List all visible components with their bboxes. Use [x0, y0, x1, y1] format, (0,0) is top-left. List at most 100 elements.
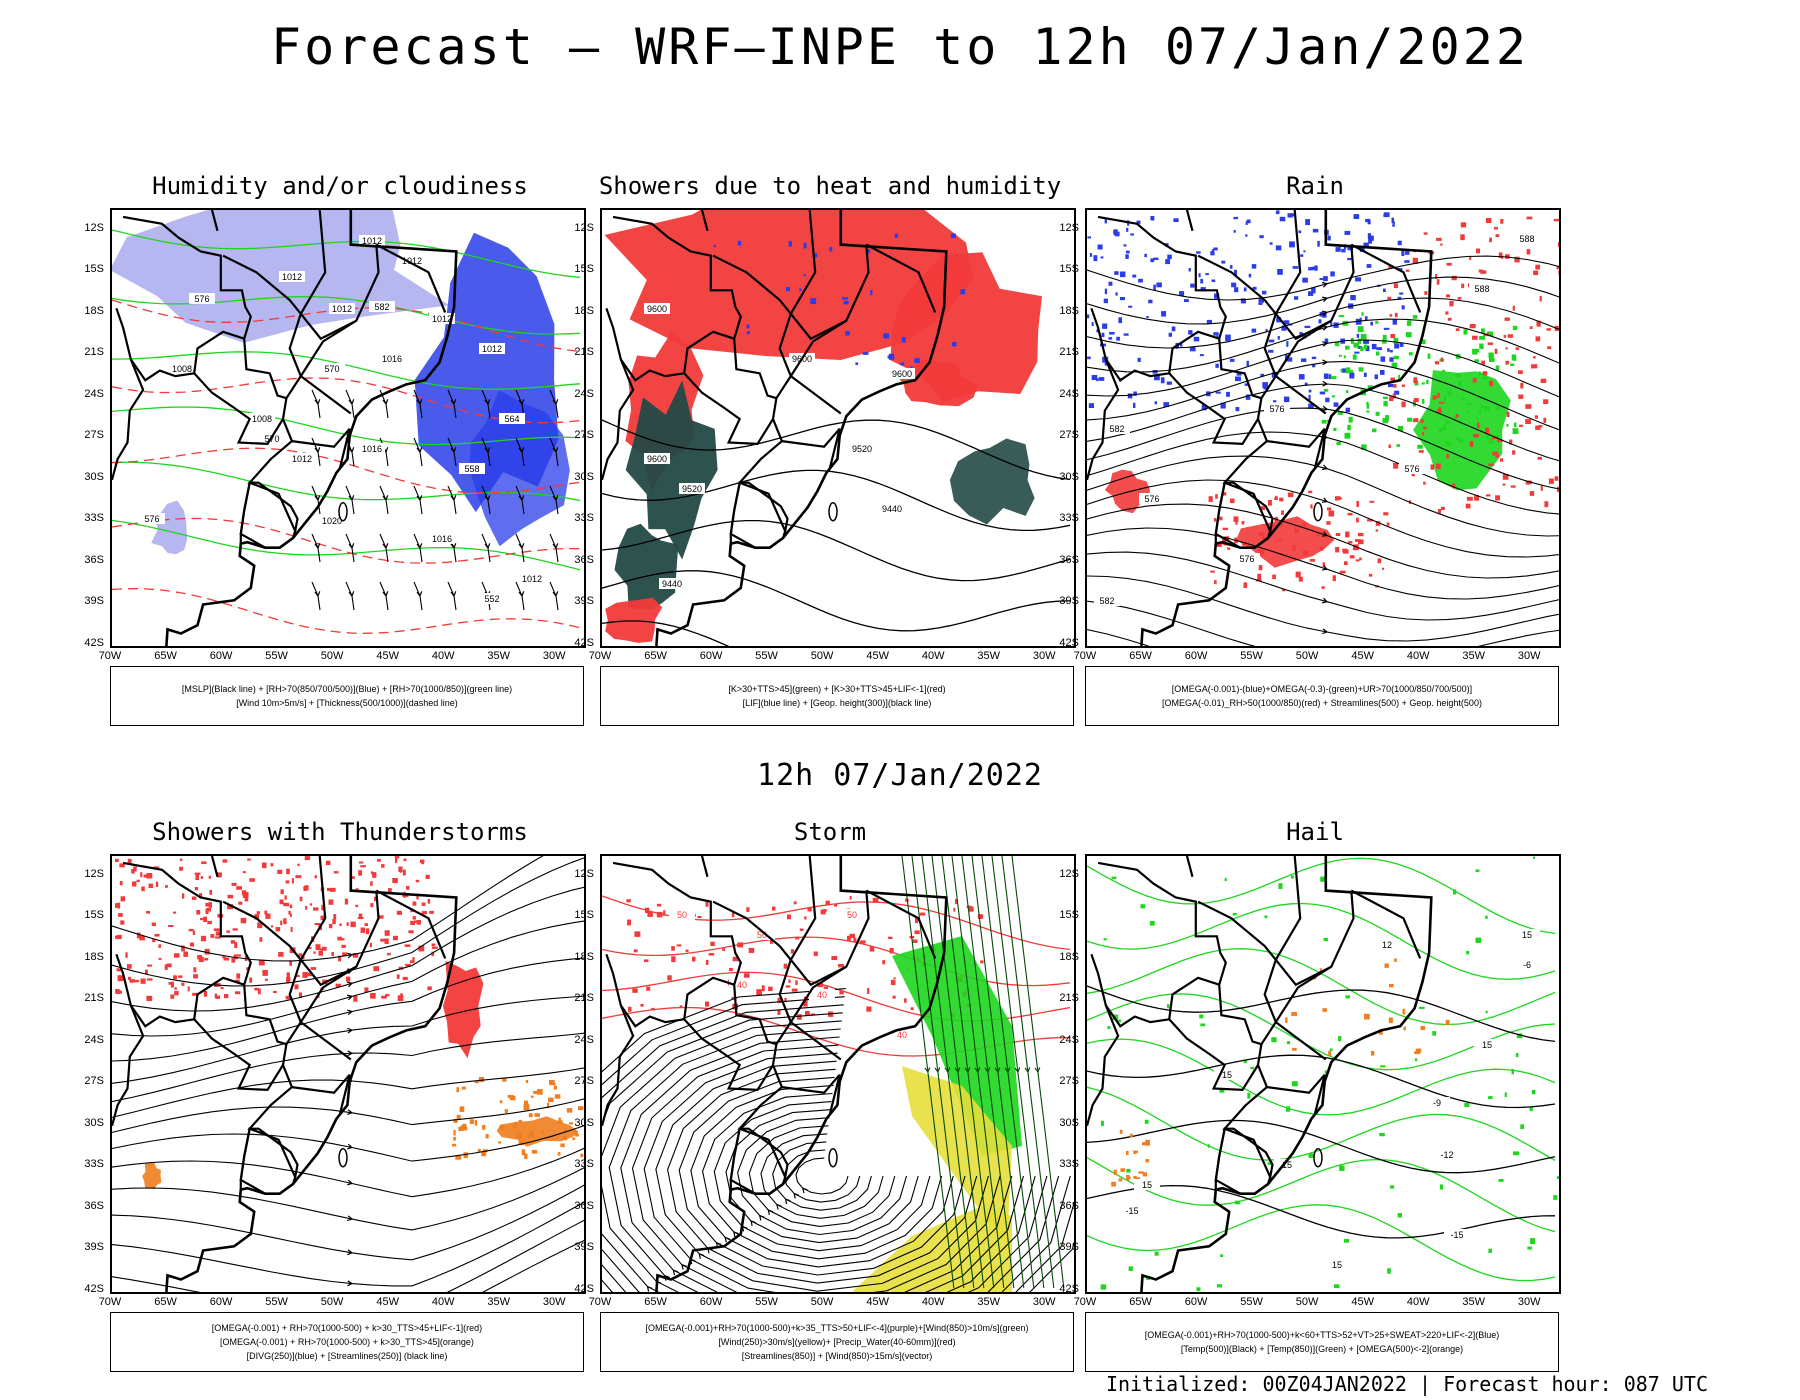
contour-label: 588 — [1519, 234, 1534, 244]
longitude-label: 50W — [810, 650, 834, 662]
legend-line: [K>30+TTS>45](green) + [K>30+TTS>45+LIF<… — [728, 684, 946, 694]
latitude-label: 33S — [1059, 1158, 1079, 1171]
contour-label: 582 — [1109, 424, 1124, 434]
longitude-label: 45W — [866, 1296, 889, 1308]
wind-850-vectors — [901, 856, 1065, 1289]
contour-label: 1008 — [252, 414, 272, 424]
longitude-label: 35W — [1462, 650, 1486, 662]
boundary-line — [122, 861, 299, 1178]
latitude-label: 36S — [574, 1199, 594, 1212]
legend-line: [LIF](blue line) + [Geop. height(300)](b… — [742, 698, 932, 708]
legend-line: [Wind 10m>5m/s] + [Thickness(500/1000)](… — [236, 698, 458, 708]
boundary-line — [865, 889, 937, 959]
boundary-line — [619, 330, 735, 382]
boundary-line — [1087, 307, 1120, 481]
latitude-label: 21S — [84, 992, 104, 1005]
contour-label: 1016 — [362, 444, 382, 454]
thunderstorm-red-areas — [442, 961, 484, 1059]
map-frame: 9600 9600 9600 9520 9520 9440 9440 9600 — [600, 208, 1076, 648]
boundary-line — [1350, 889, 1422, 959]
showers-red-area — [605, 597, 663, 643]
coastline — [655, 856, 948, 1292]
boundary-line — [299, 319, 357, 415]
longitude-label: 70W — [1073, 1296, 1097, 1308]
contour-label: 1012 — [282, 272, 302, 282]
contour-label: 570 — [264, 434, 279, 444]
boundary-line — [683, 372, 774, 446]
panel-title: Showers with Thunderstorms — [152, 818, 528, 846]
rh-red-areas — [1236, 516, 1335, 568]
latitude-label: 24S — [574, 1033, 594, 1046]
coastline — [1140, 210, 1433, 646]
longitude-label: 45W — [376, 1296, 399, 1308]
boundary-line — [1274, 965, 1332, 1061]
latitude-label: 12S — [574, 221, 594, 234]
legend-line: [Temp(500)](Black) + [Temp(850)](Green) … — [1180, 1344, 1464, 1354]
lagoon — [338, 1147, 348, 1168]
boundary-line — [1087, 953, 1120, 1127]
boundary-line — [1274, 210, 1355, 341]
longitude-label: 70W — [588, 1296, 612, 1308]
latitude-label: 42S — [1059, 1283, 1079, 1295]
legend-line: [MSLP](Black line) + [RH>70(850/700/500)… — [181, 684, 513, 694]
panel-title: Rain — [1286, 172, 1344, 200]
boundary-line — [299, 210, 380, 341]
longitude-label: 35W — [487, 1296, 511, 1308]
longitude-label: 55W — [265, 650, 288, 662]
boundary-line — [683, 1018, 774, 1092]
contour-label: 9600 — [647, 454, 667, 464]
boundary-line — [299, 965, 357, 1061]
lagoon — [828, 501, 838, 522]
contour-label: 9520 — [852, 444, 872, 454]
boundary-line — [1197, 254, 1277, 315]
legend-box: [MSLP](Black line) + [RH>70(850/700/500)… — [110, 666, 584, 726]
boundary-line — [700, 856, 709, 878]
longitude-label: 65W — [644, 1296, 667, 1308]
boundary-line — [712, 254, 792, 315]
boundary-line — [789, 965, 847, 1061]
longitude-label: 30W — [1032, 1296, 1056, 1308]
footer-info: Initialized: 00Z04JAN2022 | Forecast hou… — [1105, 1372, 1708, 1396]
latitude-label: 30S — [84, 470, 104, 483]
latitude-label: 42S — [1059, 637, 1079, 649]
contour-label: 1012 — [432, 314, 452, 324]
map-frame: 50 50 50 40 40 40 — [600, 854, 1076, 1294]
boundary-line — [375, 243, 447, 313]
coastline — [1140, 856, 1433, 1292]
contour-label: 576 — [1144, 494, 1159, 504]
contour-label: 582 — [1099, 596, 1114, 606]
longitude-label: 70W — [588, 650, 612, 662]
latitude-label: 24S — [1059, 387, 1079, 400]
latitude-label: 27S — [574, 429, 594, 442]
legend-box: [K>30+TTS>45](green) + [K>30+TTS>45+LIF<… — [600, 666, 1074, 726]
longitude-label: 50W — [1295, 650, 1319, 662]
boundary-line — [193, 1018, 284, 1092]
boundary-line — [789, 856, 870, 987]
boundary-line — [712, 900, 792, 961]
contour-label: 1012 — [522, 574, 542, 584]
legend-box: [OMEGA(-0.001)+RH>70(1000-500)+k>35_TTS>… — [600, 1312, 1074, 1372]
omega-green-areas — [1413, 370, 1511, 491]
thunderstorm-orange-areas — [142, 1162, 162, 1190]
boundary-line — [789, 210, 870, 341]
map-frame: 1012 1012 1012 1012 1012 1016 1008 1008 1012 1016… — [110, 208, 586, 648]
longitude-label: 40W — [921, 1296, 945, 1308]
contour-label: 1016 — [432, 534, 452, 544]
contour-label: 576 — [1269, 404, 1284, 414]
contour-label: 1012 — [402, 256, 422, 266]
longitude-label: 45W — [1351, 1296, 1374, 1308]
boundary-line — [700, 210, 709, 232]
latitude-label: 18S — [1059, 950, 1079, 963]
longitude-label: 55W — [1240, 650, 1263, 662]
contour-label: 576 — [194, 294, 209, 304]
rh-deep-blue-area — [469, 390, 570, 547]
legend-line: [OMEGA(-0.01)_RH>50(1000/850)(red) + Str… — [1162, 698, 1482, 708]
latitude-label: 18S — [574, 950, 594, 963]
main-title: Forecast – WRF–INPE to 12h 07/Jan/2022 — [271, 18, 1529, 76]
showers-green-area — [949, 438, 1035, 525]
latitude-label: 36S — [574, 553, 594, 566]
latitude-label: 42S — [574, 1283, 594, 1295]
thunderstorm-orange-areas — [496, 1116, 578, 1147]
wind-850-green-area — [892, 936, 1022, 1156]
latitude-label: 33S — [84, 1158, 104, 1171]
